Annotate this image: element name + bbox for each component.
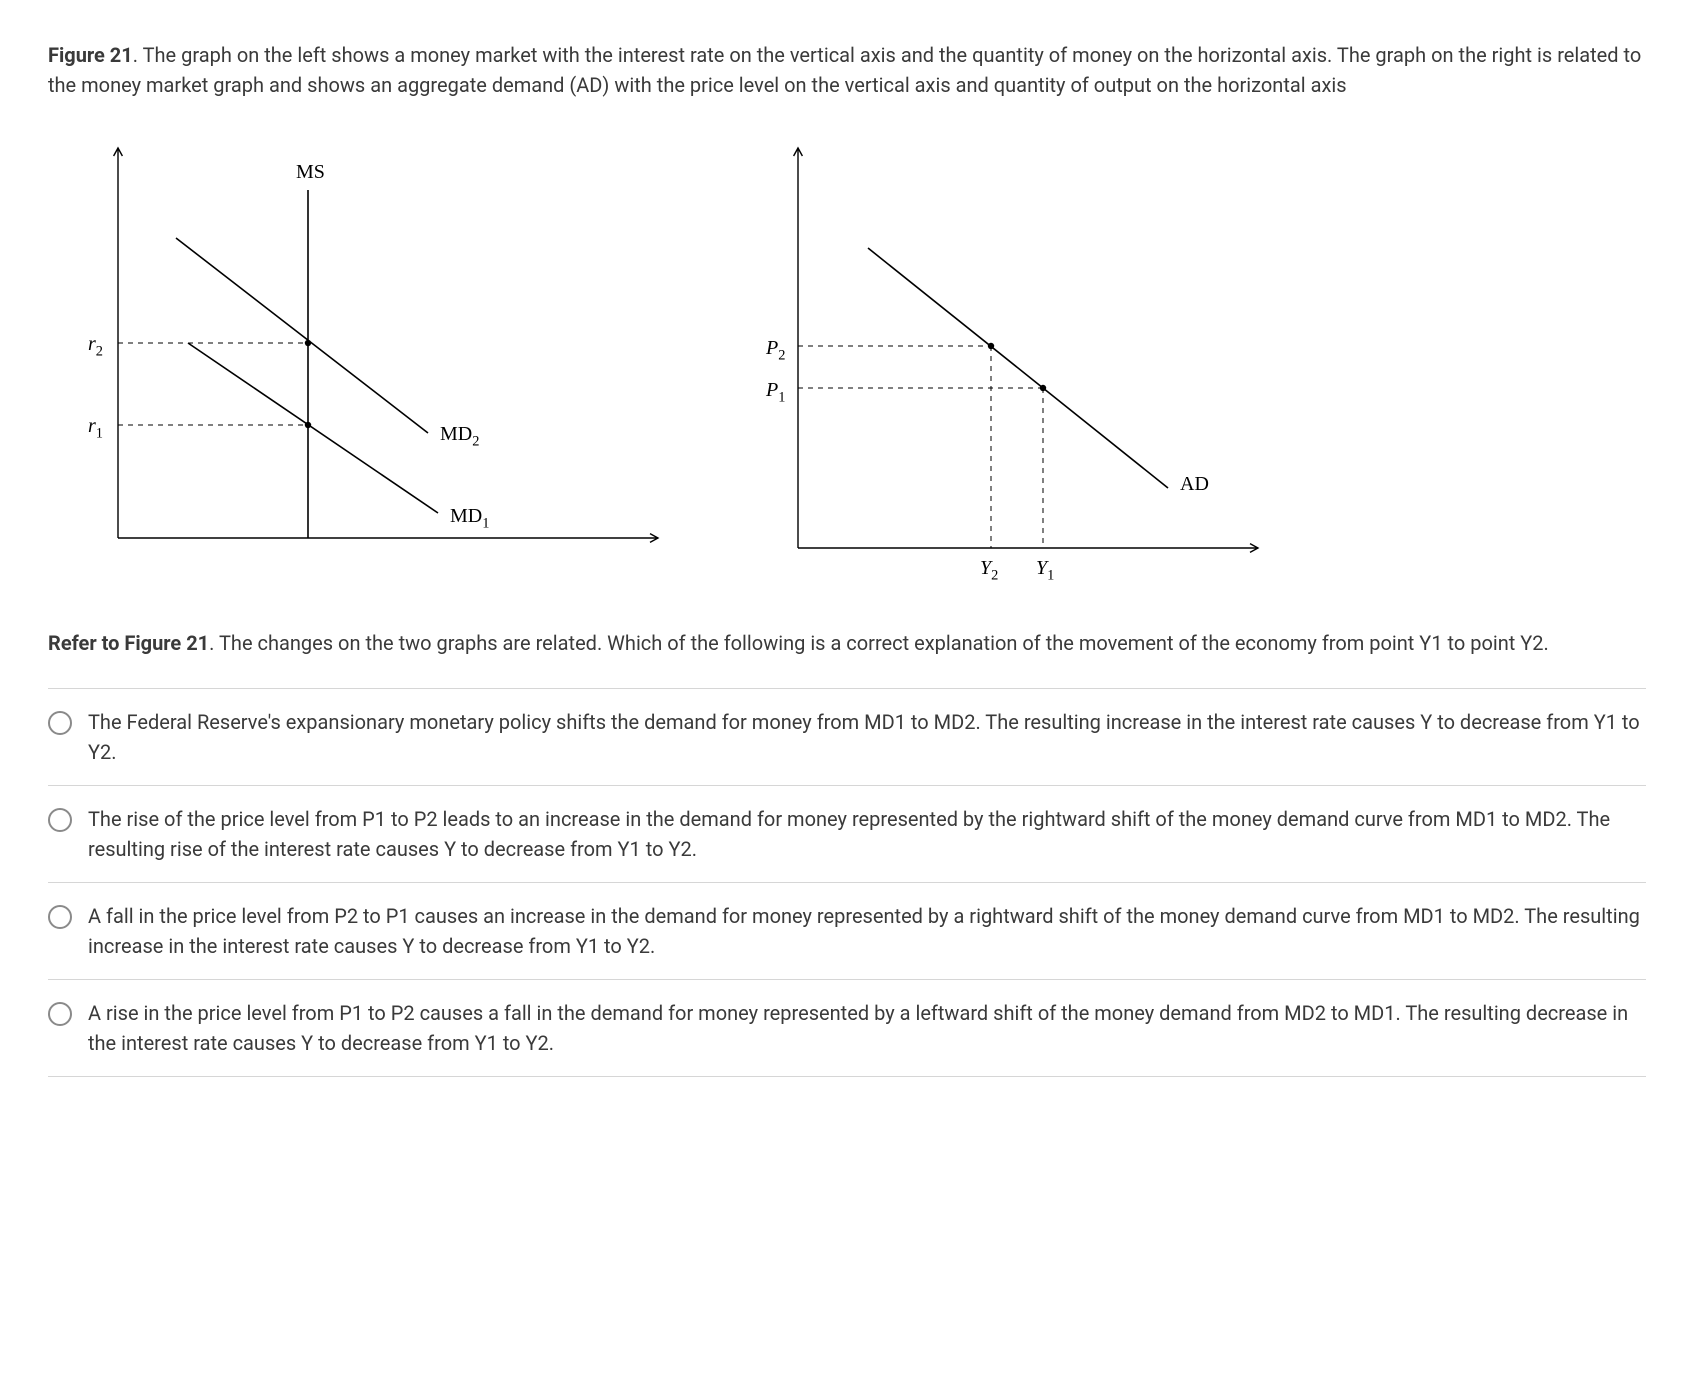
money-market-graph: MS MD2 MD1 r2 r1	[58, 128, 678, 578]
figure-label: Figure 21	[48, 43, 133, 67]
graphs-container: MS MD2 MD1 r2 r1 AD P2 P1 Y2 Y1	[58, 128, 1646, 598]
answer-options: The Federal Reserve's expansionary monet…	[48, 688, 1646, 1077]
figure-caption: Figure 21. The graph on the left shows a…	[48, 40, 1646, 100]
figure-caption-text: . The graph on the left shows a money ma…	[48, 43, 1641, 97]
radio-button[interactable]	[48, 808, 72, 832]
svg-text:MS: MS	[296, 161, 325, 183]
question-bold: Refer to Figure 21	[48, 631, 209, 655]
svg-text:P2: P2	[765, 337, 785, 364]
option-row[interactable]: The Federal Reserve's expansionary monet…	[48, 689, 1646, 786]
option-text: A fall in the price level from P2 to P1 …	[88, 901, 1646, 961]
svg-text:Y1: Y1	[1036, 557, 1054, 584]
svg-text:r1: r1	[88, 415, 103, 442]
svg-text:MD2: MD2	[440, 423, 479, 450]
option-row[interactable]: The rise of the price level from P1 to P…	[48, 786, 1646, 883]
svg-text:MD1: MD1	[450, 505, 489, 532]
radio-button[interactable]	[48, 905, 72, 929]
question-prompt: Refer to Figure 21. The changes on the t…	[48, 628, 1646, 658]
option-text: The Federal Reserve's expansionary monet…	[88, 707, 1646, 767]
aggregate-demand-graph: AD P2 P1 Y2 Y1	[738, 128, 1298, 598]
radio-button[interactable]	[48, 1002, 72, 1026]
option-row[interactable]: A fall in the price level from P2 to P1 …	[48, 883, 1646, 980]
radio-button[interactable]	[48, 711, 72, 735]
svg-text:P1: P1	[765, 379, 785, 406]
option-row[interactable]: A rise in the price level from P1 to P2 …	[48, 980, 1646, 1077]
svg-text:r2: r2	[88, 333, 103, 360]
svg-text:Y2: Y2	[980, 557, 998, 584]
svg-text:AD: AD	[1180, 473, 1209, 495]
question-body: . The changes on the two graphs are rela…	[209, 631, 1549, 655]
option-text: The rise of the price level from P1 to P…	[88, 804, 1646, 864]
option-text: A rise in the price level from P1 to P2 …	[88, 998, 1646, 1058]
